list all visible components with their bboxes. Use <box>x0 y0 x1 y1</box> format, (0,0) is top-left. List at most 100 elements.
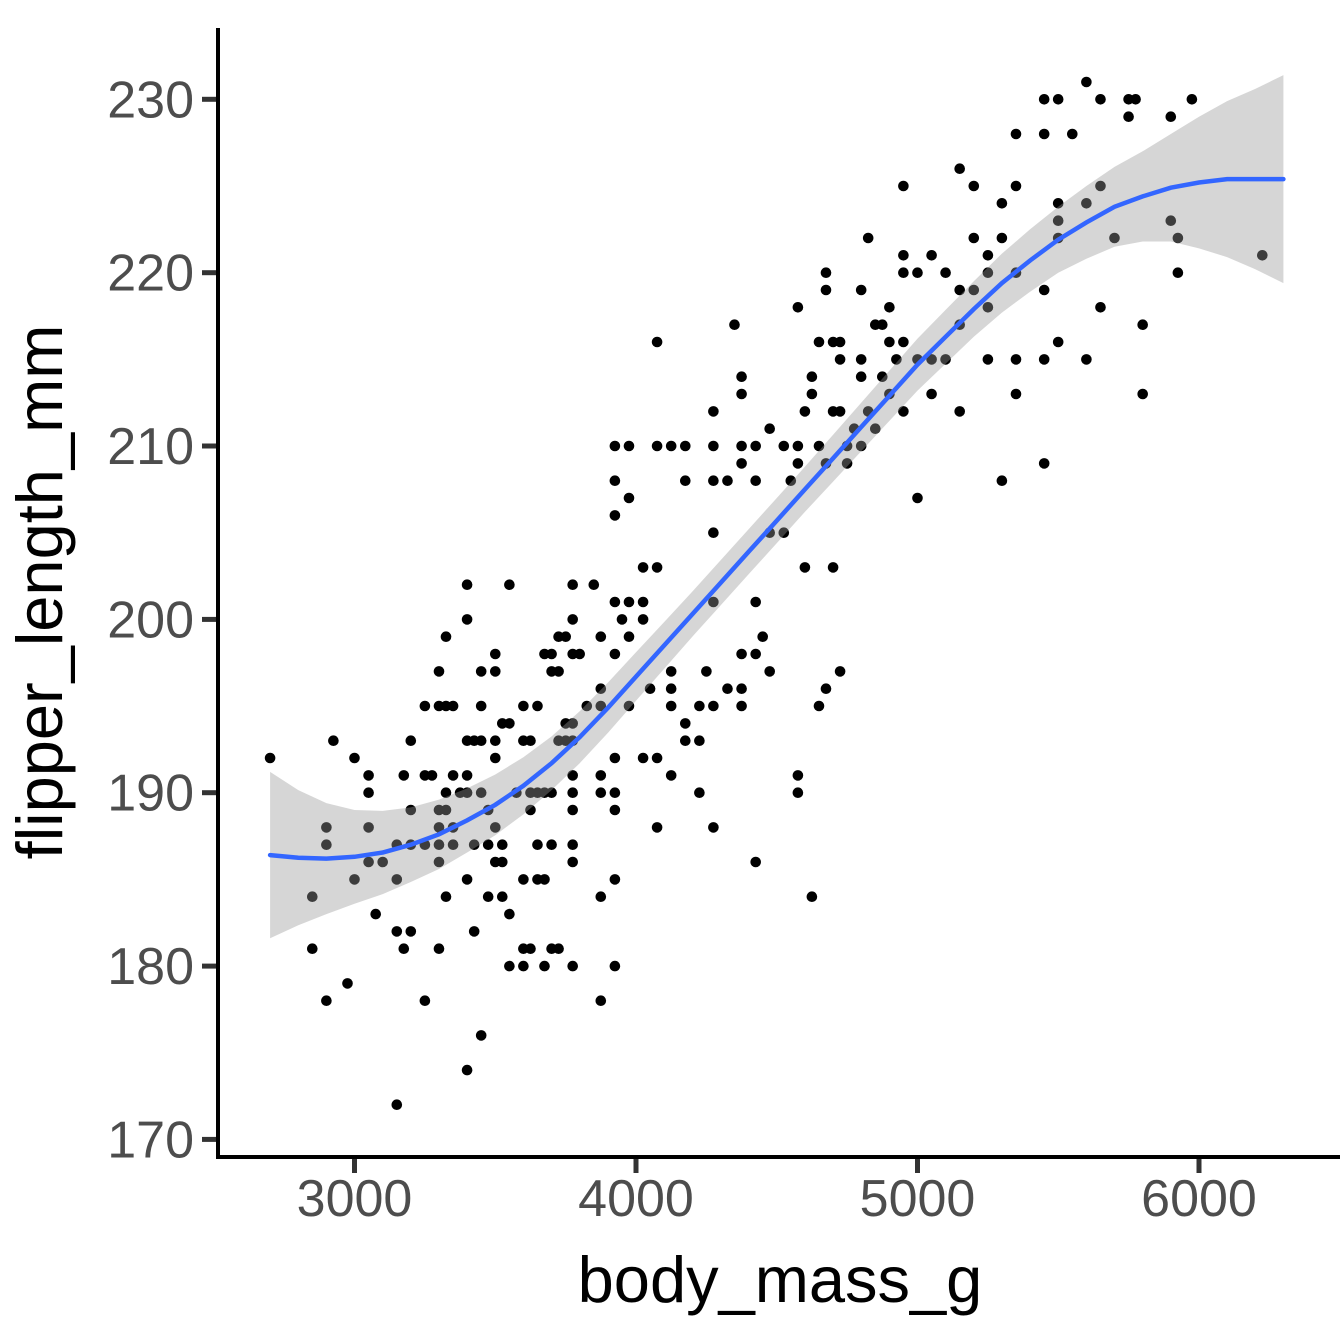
data-point <box>651 440 663 452</box>
data-point <box>736 440 747 452</box>
data-point <box>1052 94 1064 105</box>
data-point <box>827 562 839 573</box>
data-point <box>1038 94 1050 105</box>
data-point <box>475 735 487 746</box>
data-point <box>1172 267 1184 279</box>
y-axis-title: flipper_length_mm <box>3 325 76 860</box>
data-point <box>595 683 607 694</box>
data-point <box>398 943 410 954</box>
data-point <box>750 596 761 608</box>
data-point <box>1010 180 1022 192</box>
data-point <box>694 735 705 746</box>
data-point <box>1038 284 1050 296</box>
data-point <box>637 614 649 625</box>
data-point <box>651 822 663 833</box>
data-point <box>497 891 508 902</box>
data-point <box>518 874 529 885</box>
data-point <box>532 700 543 712</box>
data-point <box>616 614 628 625</box>
data-point <box>996 198 1008 209</box>
data-point <box>623 492 635 504</box>
data-point <box>870 423 881 435</box>
data-point <box>1038 458 1050 469</box>
data-point <box>321 839 332 850</box>
data-point <box>1130 94 1141 105</box>
data-point <box>834 354 846 365</box>
x-tick-label: 6000 <box>1141 1170 1257 1228</box>
data-point <box>440 787 452 798</box>
data-point <box>1137 388 1148 400</box>
data-point <box>461 579 473 590</box>
data-point <box>778 527 790 538</box>
data-point <box>806 388 818 400</box>
data-point <box>574 648 585 660</box>
data-point <box>637 596 649 608</box>
data-point <box>581 700 593 712</box>
data-point <box>609 596 621 608</box>
data-point <box>898 250 909 261</box>
data-point <box>764 423 775 435</box>
data-point <box>1052 215 1064 226</box>
data-point <box>750 856 761 868</box>
data-point <box>708 596 719 608</box>
data-point <box>525 804 536 816</box>
data-point <box>820 267 832 279</box>
y-tick-label: 190 <box>107 765 194 823</box>
data-point <box>440 891 452 902</box>
data-point <box>595 700 607 712</box>
data-point <box>694 787 705 798</box>
data-point <box>539 960 550 972</box>
data-point <box>609 510 621 521</box>
data-point <box>490 735 501 746</box>
data-point <box>708 527 719 538</box>
data-point <box>609 804 621 816</box>
data-point <box>391 926 403 937</box>
y-tick-label: 210 <box>107 418 194 476</box>
data-point <box>363 822 374 833</box>
data-point <box>792 770 804 781</box>
data-point <box>680 440 691 452</box>
data-point <box>461 787 473 798</box>
data-point <box>468 926 480 937</box>
data-point <box>482 839 494 850</box>
data-point <box>546 648 557 660</box>
data-point <box>461 614 473 625</box>
data-point <box>708 822 719 833</box>
data-point <box>792 440 804 452</box>
data-point <box>398 770 410 781</box>
data-point <box>461 874 473 885</box>
data-point <box>1052 336 1064 348</box>
data-point <box>609 440 621 452</box>
data-point <box>813 336 825 348</box>
data-point <box>468 839 480 850</box>
data-point <box>405 804 417 816</box>
data-point <box>736 458 747 469</box>
data-point <box>433 943 445 954</box>
data-point <box>490 648 501 660</box>
data-point <box>363 770 374 781</box>
data-point <box>940 354 951 365</box>
data-point <box>1010 354 1022 365</box>
data-point <box>567 579 578 590</box>
data-point <box>665 770 677 781</box>
x-tick-label: 5000 <box>860 1170 976 1228</box>
data-point <box>497 839 508 850</box>
data-point <box>736 648 747 660</box>
data-point <box>806 891 818 902</box>
data-point <box>567 839 578 850</box>
data-point <box>1010 128 1022 140</box>
data-point <box>651 752 663 764</box>
data-point <box>595 770 607 781</box>
data-point <box>637 752 649 764</box>
data-point <box>595 891 607 902</box>
data-point <box>820 284 832 296</box>
data-point <box>820 683 832 694</box>
data-point <box>447 700 459 712</box>
data-point <box>891 354 902 365</box>
data-point <box>996 475 1008 487</box>
data-point <box>553 943 564 954</box>
data-point <box>680 475 691 487</box>
data-point <box>370 908 382 920</box>
data-point <box>637 562 649 573</box>
data-point <box>750 648 761 660</box>
